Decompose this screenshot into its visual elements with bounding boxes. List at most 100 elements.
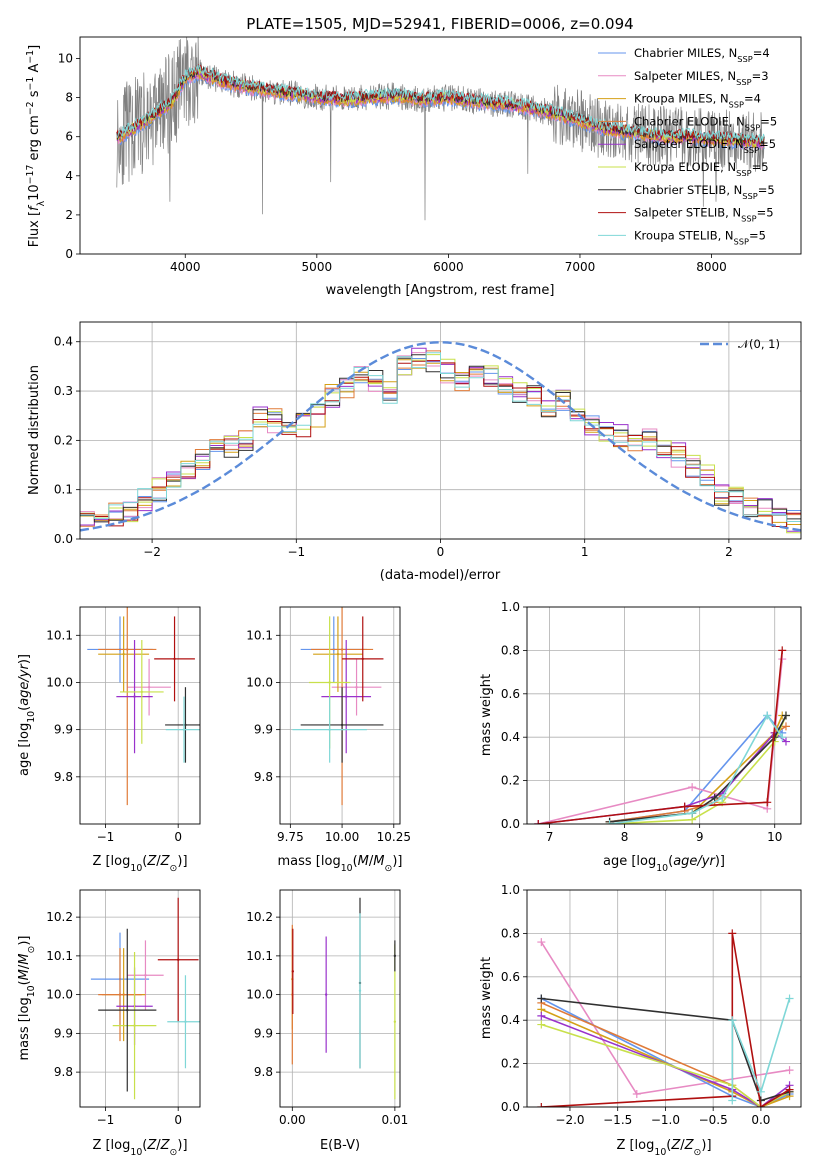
- axes-frame: [526, 606, 802, 825]
- y-tick-label: 0.4: [54, 335, 73, 349]
- weight-marker: [632, 1089, 641, 1098]
- x-tick-label: −2.0: [555, 1113, 584, 1127]
- weight-marker: [688, 783, 697, 792]
- legend-entry: Kroupa MILES, NSSP=4: [634, 92, 761, 110]
- x-axis-label: mass [log10(M/M⊙)]: [278, 854, 403, 874]
- y-tick-label: 0.0: [54, 532, 73, 546]
- plot-area: [534, 646, 790, 824]
- chart-title: PLATE=1505, MJD=52941, FIBERID=0006, z=0…: [246, 15, 633, 33]
- y-tick-label: 0.2: [501, 1057, 520, 1071]
- x-tick-label: 5000: [302, 260, 333, 274]
- data-point: [176, 958, 180, 961]
- data-point: [345, 695, 348, 698]
- x-tick-label: 0.01: [382, 1113, 409, 1127]
- x-tick-label: −1: [97, 830, 115, 844]
- legend-entry: Chabrier STELIB, NSSP=5: [634, 183, 775, 201]
- data-point: [355, 685, 358, 689]
- weight-marker: [785, 1066, 794, 1075]
- legend-entry: Chabrier MILES, NSSP=4: [634, 46, 770, 64]
- y-tick-label: 0.0: [501, 817, 520, 831]
- x-tick-label: 0: [174, 830, 182, 844]
- weight-marker: [537, 1011, 546, 1020]
- weight-marker: [718, 793, 727, 802]
- x-axis-label: E(B-V): [320, 1138, 360, 1153]
- weight-marker: [680, 802, 689, 811]
- x-tick-label: 0: [437, 545, 445, 559]
- weight-marker: [778, 733, 787, 742]
- x-tick-label: 0.0: [751, 1113, 770, 1127]
- x-tick-label: 8: [621, 830, 629, 844]
- weight-marker: [728, 1016, 737, 1025]
- y-tick-label: 1.0: [501, 600, 520, 614]
- x-tick-label: −0.5: [699, 1113, 728, 1127]
- x-tick-label: 8000: [696, 260, 727, 274]
- legend-entry: 𝒩(0, 1): [738, 337, 780, 351]
- weight-marker: [785, 994, 794, 1003]
- axes-frame: [79, 36, 802, 255]
- weight-marker: [781, 711, 790, 720]
- y-tick-label: 10.0: [246, 675, 273, 689]
- data-point: [118, 993, 122, 996]
- y-tick-label: 10.1: [46, 949, 73, 963]
- y-tick-label: 0.6: [501, 687, 520, 701]
- axes-frame: [279, 606, 401, 825]
- plot-area: [90, 897, 200, 1100]
- weight-marker: [770, 733, 779, 742]
- panel-age_vs_weight: 7 8 9 10 0.0 0.2 0.4 0.6 0.8 1.0: [501, 600, 802, 844]
- x-tick-label: 4000: [170, 260, 201, 274]
- y-tick-label: 9.9: [54, 723, 73, 737]
- data-point: [340, 648, 344, 651]
- y-tick-label: 10: [58, 52, 73, 66]
- x-tick-label: 2: [725, 545, 733, 559]
- weight-marker: [756, 1087, 765, 1096]
- histogram-series-9: [80, 352, 801, 522]
- panel-residuals: −2 −1 0 1 2 0.0 0.1 0.2 0.3 0.4: [54, 321, 802, 559]
- y-tick-label: 0.2: [501, 774, 520, 788]
- panel-z_vs_age: −1 0 9.8 9.9 10.0 10.1: [46, 606, 201, 844]
- y-axis-label: age [log10(age/yr)]: [17, 654, 37, 776]
- data-point: [133, 695, 136, 698]
- x-tick-label: 9: [696, 830, 704, 844]
- plot-area: [87, 607, 200, 806]
- y-tick-label: 0.6: [501, 970, 520, 984]
- x-tick-label: 7: [546, 830, 554, 844]
- weight-marker: [688, 809, 697, 818]
- x-tick-label: 0.00: [279, 1113, 306, 1127]
- y-tick-label: 0.3: [54, 384, 73, 398]
- x-tick-label: 10.25: [377, 830, 411, 844]
- axes-frame: [79, 321, 802, 540]
- data-point: [184, 1020, 187, 1023]
- x-axis-label: Z [log10(Z/Z⊙)]: [92, 854, 187, 874]
- y-tick-label: 9.8: [254, 770, 273, 784]
- y-tick-label: 0.4: [501, 730, 520, 744]
- plot-area: [116, 37, 765, 221]
- data-point: [393, 1020, 397, 1023]
- x-axis-label: Z [log10(Z/Z⊙)]: [92, 1138, 187, 1158]
- x-tick-label: 10.00: [325, 830, 359, 844]
- x-tick-label: 10: [767, 830, 782, 844]
- y-axis-label: mass weight: [479, 957, 494, 1039]
- y-axis-label: Normed distribution: [27, 365, 42, 495]
- x-tick-label: 0: [174, 1113, 182, 1127]
- weight-marker: [778, 646, 787, 655]
- x-axis-label: age [log10(age/yr)]: [603, 854, 725, 874]
- plot-area: [292, 607, 384, 806]
- data-point: [324, 993, 328, 996]
- y-tick-label: 9.8: [54, 1065, 73, 1079]
- y-tick-label: 2: [65, 208, 73, 222]
- weight-line-4: [609, 725, 787, 823]
- weight-marker: [537, 1103, 546, 1107]
- y-tick-label: 0.0: [501, 1100, 520, 1114]
- x-axis-label: wavelength [Angstrom, rest frame]: [326, 283, 555, 298]
- data-point: [291, 970, 295, 973]
- y-tick-label: 10.2: [46, 910, 73, 924]
- x-tick-label: −1.0: [651, 1113, 680, 1127]
- data-point: [182, 728, 186, 731]
- y-tick-label: 10.2: [246, 910, 273, 924]
- data-point: [358, 989, 362, 992]
- plot-area: [537, 929, 794, 1107]
- weight-marker: [537, 1020, 546, 1029]
- weight-line-3: [540, 1008, 790, 1107]
- y-axis-label: mass [log10(M/M⊙)]: [17, 936, 37, 1061]
